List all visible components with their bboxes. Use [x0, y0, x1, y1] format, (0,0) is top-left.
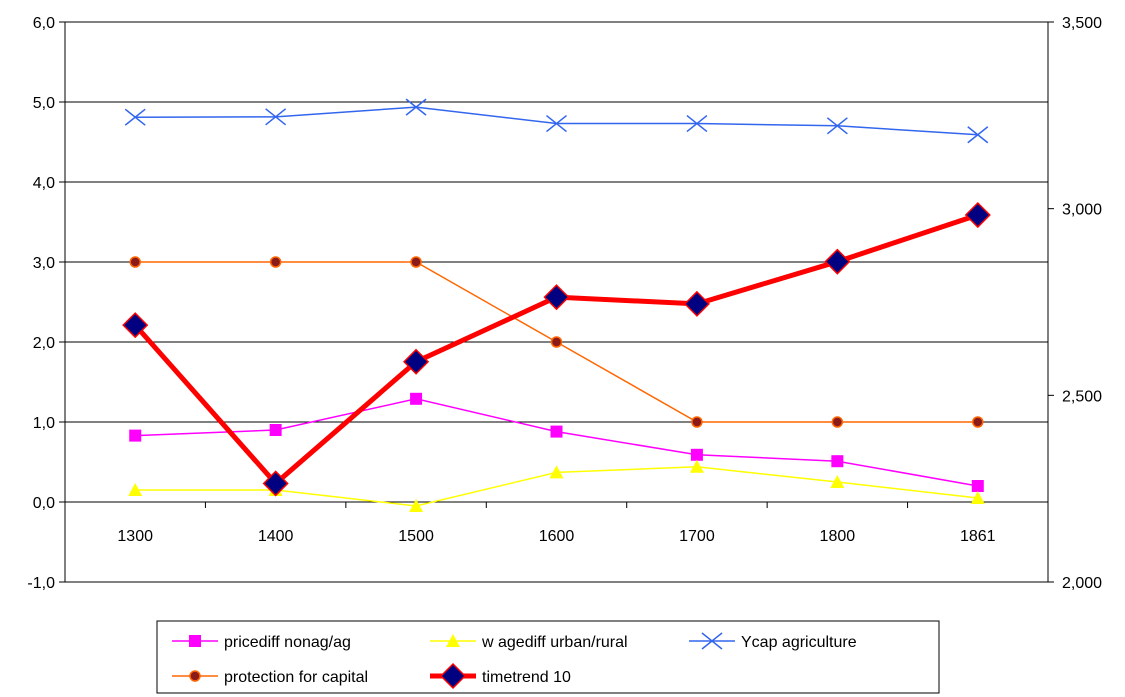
- series-1-marker: [549, 465, 564, 479]
- series-2-marker: [265, 108, 287, 126]
- series-0-marker: [269, 424, 282, 436]
- left-axis-tick-label: 3,0: [33, 255, 55, 272]
- series-1-marker: [409, 499, 424, 512]
- series-2-marker: [967, 126, 989, 144]
- series-2-marker: [405, 98, 427, 116]
- series-4-marker: [403, 348, 430, 375]
- series-0-marker: [971, 480, 984, 492]
- legend-swatch-marker: [701, 632, 723, 650]
- series-0: [129, 392, 984, 492]
- plot-area-frame: [64, 21, 1049, 583]
- right-axis-tick-label: 3,000: [1062, 202, 1102, 219]
- series-3-marker: [550, 336, 563, 348]
- left-axis-tick-label: 6,0: [33, 15, 55, 32]
- category-tick-label: 1400: [258, 528, 294, 545]
- right-axis-tick-label: 2,000: [1062, 575, 1102, 592]
- series-0-marker: [690, 448, 703, 461]
- category-tick-label: 1600: [539, 528, 575, 545]
- category-tick-label: 1500: [398, 528, 434, 545]
- series-1-marker: [830, 475, 845, 488]
- left-axis-tick-label: -1,0: [27, 575, 55, 592]
- right-axis-tick-label: 3,500: [1062, 15, 1102, 32]
- left-axis-tick-label: 0,0: [33, 495, 55, 512]
- left-axis-tick-label: 4,0: [33, 175, 55, 192]
- legend-entry: Ycap agriculture: [689, 632, 857, 651]
- series-4-marker: [683, 290, 710, 317]
- series-3: [129, 256, 984, 428]
- series-4-marker: [543, 284, 570, 311]
- series-3-marker: [410, 256, 422, 268]
- series-1-marker: [128, 483, 143, 496]
- series-0-marker: [550, 425, 563, 438]
- series-layer: [122, 98, 991, 512]
- legend-swatch-marker: [189, 670, 201, 682]
- series-3-marker: [691, 416, 703, 428]
- series-4: [122, 201, 991, 497]
- series-4-marker: [262, 470, 289, 497]
- category-tick-label: 1800: [820, 528, 856, 545]
- series-2-marker: [686, 114, 708, 133]
- legend-label: protection for capital: [224, 669, 368, 686]
- series-1-marker: [970, 491, 985, 504]
- legend: pricediff nonag/ag w agediff urban/rural Y…: [156, 620, 940, 694]
- series-3-marker: [972, 416, 984, 428]
- left-axis-tick-label: 1,0: [33, 415, 55, 432]
- series-0-marker: [410, 392, 423, 405]
- category-tick-label: 1861: [960, 528, 996, 545]
- series-0-marker: [831, 455, 844, 468]
- legend-swatch-marker: [439, 662, 467, 690]
- legend-label: w agediff urban/rural: [481, 634, 628, 651]
- legend-swatch-marker: [446, 634, 460, 647]
- legend-frame: [156, 620, 940, 694]
- series-1-marker: [689, 459, 704, 473]
- left-axis-tick-label: 2,0: [33, 335, 55, 352]
- legend-entry: protection for capital: [172, 669, 368, 686]
- legend-label: Ycap agriculture: [741, 634, 857, 651]
- series-2-marker: [124, 108, 146, 126]
- left-axis-tick-label: 5,0: [33, 95, 55, 112]
- series-4-marker: [122, 312, 149, 339]
- series-3-marker: [269, 256, 282, 268]
- category-tick-label: 1300: [117, 528, 153, 545]
- series-4-marker: [964, 201, 991, 229]
- legend-entry: timetrend 10: [430, 662, 571, 690]
- axes: -1,0 0,0 1,0 2,0 3,0 4,0 5,0 6,0 2,000 2,500 3,000…: [27, 15, 1102, 592]
- right-axis-tick-label: 2,500: [1062, 388, 1102, 405]
- series-2-marker: [826, 117, 848, 135]
- series-3-marker: [831, 416, 844, 428]
- legend-entry: pricediff nonag/ag: [172, 634, 351, 651]
- legend-entry: w agediff urban/rural: [430, 634, 628, 651]
- series-3-marker: [129, 256, 141, 268]
- series-0-marker: [129, 429, 142, 442]
- legend-label: pricediff nonag/ag: [224, 634, 351, 651]
- legend-label: timetrend 10: [482, 669, 571, 686]
- series-4-marker: [824, 248, 851, 275]
- series-2-marker: [546, 114, 567, 133]
- legend-swatch-marker: [189, 635, 201, 647]
- category-tick-label: 1700: [679, 528, 715, 545]
- series-2: [124, 98, 989, 144]
